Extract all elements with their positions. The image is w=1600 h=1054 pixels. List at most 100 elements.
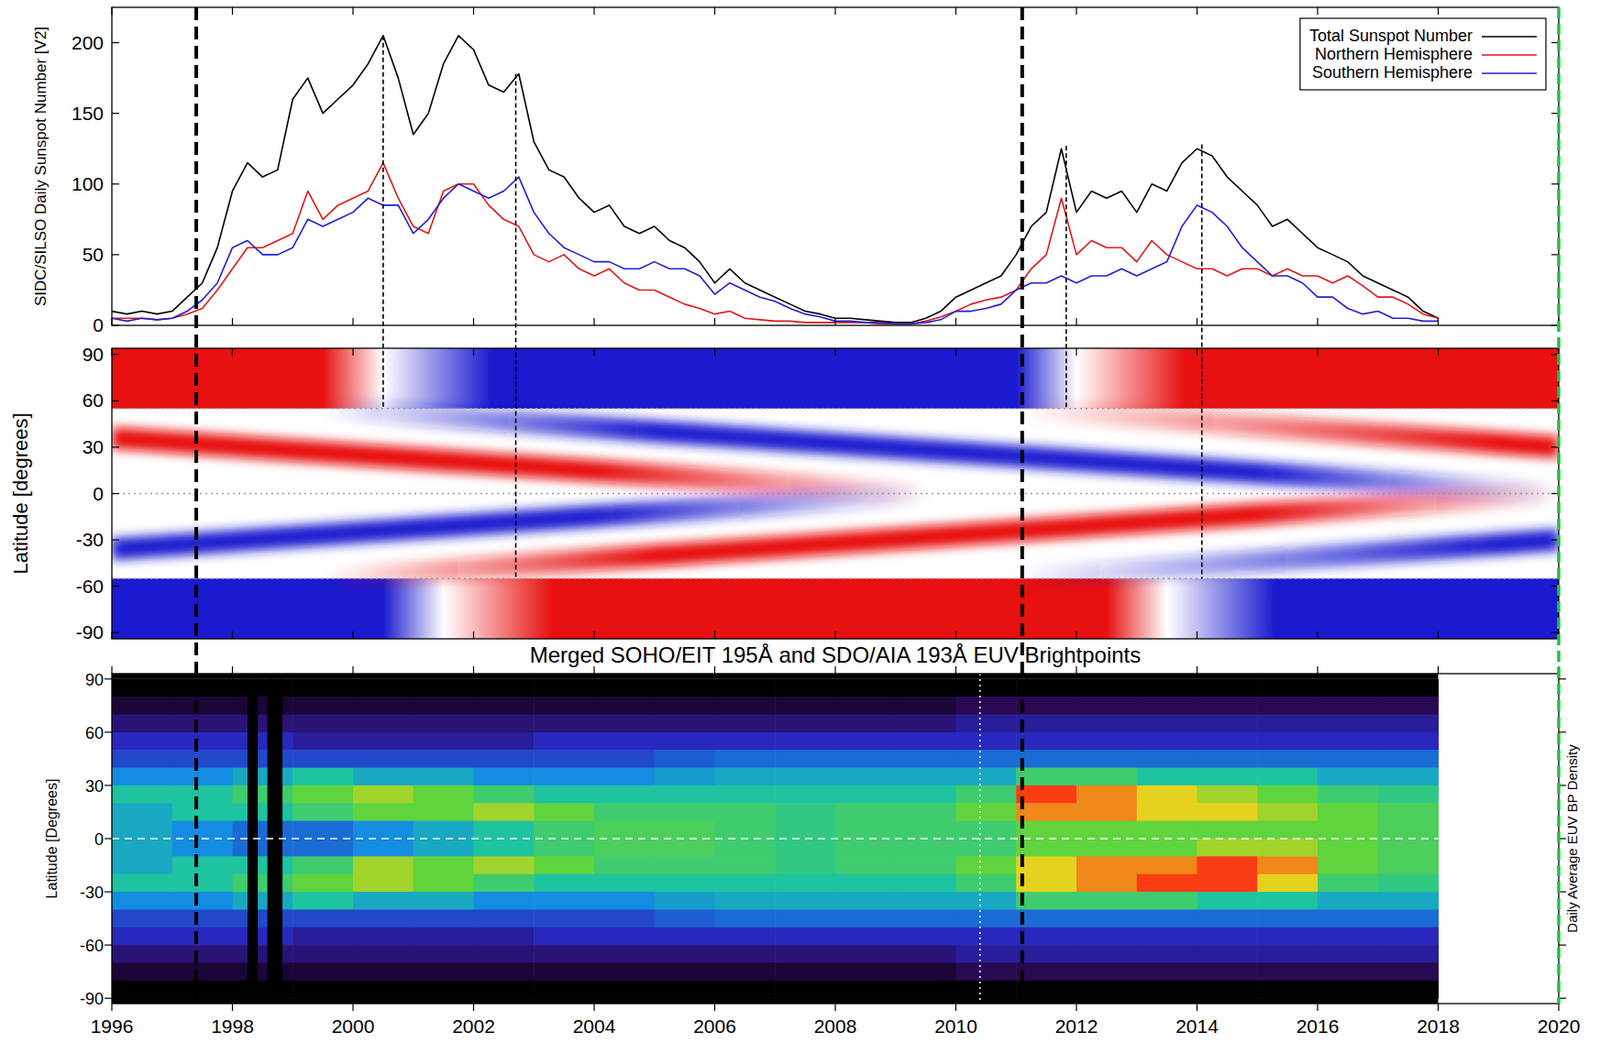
- heat-cell: [1015, 696, 1077, 716]
- x-tick: [1196, 666, 1198, 674]
- x-tick: [834, 631, 836, 640]
- end-line: [1556, 7, 1561, 1005]
- heat-cell: [474, 962, 535, 982]
- y-tick-label: 90: [85, 671, 104, 690]
- heat-cell: [232, 750, 294, 769]
- y-tick-label: 0: [94, 830, 104, 850]
- heat-cell: [715, 927, 776, 947]
- heat-cell: [1378, 856, 1439, 875]
- heat-cell: [956, 821, 1017, 840]
- heat-cell: [1076, 945, 1137, 964]
- heat-cell: [1197, 715, 1258, 734]
- y-tick-label: -90: [79, 990, 104, 1009]
- heat-cell: [1076, 927, 1137, 947]
- heat-cell: [533, 785, 595, 805]
- heat-cell: [1378, 768, 1439, 787]
- heat-cell: [774, 803, 836, 822]
- polar-field: [1167, 578, 1559, 640]
- heat-cell: [232, 856, 294, 875]
- heat-cell: [1378, 874, 1439, 894]
- heat-cell: [1317, 981, 1379, 1000]
- overlays: [196, 7, 1559, 1005]
- heat-cell: [956, 962, 1017, 982]
- heat-cell: [1015, 821, 1077, 840]
- heat-cell: [1076, 732, 1137, 751]
- heat-cell: [774, 892, 836, 911]
- heat-cell: [111, 874, 173, 894]
- frame: [111, 348, 1559, 640]
- heat-cell: [292, 981, 354, 1000]
- x-tick-label: 2000: [331, 1015, 376, 1038]
- heat-cell: [111, 768, 173, 787]
- heat-cell: [895, 945, 957, 964]
- heat-cell: [715, 715, 776, 734]
- heat-cell: [353, 838, 414, 858]
- polar-field: [383, 348, 1077, 409]
- heat-cell: [1015, 803, 1077, 822]
- heat-cell: [292, 732, 354, 751]
- x-tick: [1196, 348, 1198, 356]
- heat-cell: [715, 750, 776, 769]
- heat-cell: [1257, 927, 1318, 947]
- heat-cell: [956, 803, 1017, 822]
- heat-cell: [956, 874, 1017, 894]
- heat-cell: [1136, 803, 1198, 822]
- heat-cell: [474, 909, 535, 928]
- heat-cell: [956, 838, 1017, 858]
- heat-cell: [474, 821, 535, 840]
- heat-cell: [292, 696, 354, 716]
- heat-cell: [413, 874, 475, 894]
- heat-cell: [654, 821, 716, 840]
- y-tick-label: -60: [79, 937, 104, 956]
- series-line: [111, 176, 1439, 324]
- y-tick: [104, 998, 112, 1000]
- heat-cell: [1317, 750, 1379, 769]
- x-tick: [834, 318, 836, 326]
- axes: 1996199820002002200420062008201020122014…: [79, 666, 1580, 1038]
- heat-cell: [172, 962, 233, 982]
- y-tick: [111, 400, 120, 402]
- x-tick: [1196, 1004, 1198, 1012]
- heat-cell: [413, 838, 475, 858]
- heat-cell: [1378, 821, 1439, 840]
- heat-cell: [292, 927, 354, 947]
- band-diagram: [111, 348, 1559, 640]
- heat-cell: [956, 696, 1017, 716]
- heat-cell: [533, 750, 595, 769]
- heat-cell: [172, 856, 233, 875]
- heat-cell: [413, 803, 475, 822]
- x-tick: [714, 348, 716, 356]
- heat-cell: [111, 821, 173, 840]
- heat-cell: [835, 856, 896, 875]
- heat-cell: [413, 715, 475, 734]
- heat-cell: [413, 962, 475, 982]
- heat-cell: [715, 962, 776, 982]
- x-tick: [714, 666, 716, 674]
- x-tick-label: 2018: [1416, 1015, 1460, 1038]
- heat-cell: [1076, 962, 1137, 982]
- heat-cell: [835, 909, 896, 928]
- x-tick-label: 1998: [210, 1015, 254, 1038]
- heat-cell: [1076, 892, 1137, 911]
- heat-cell: [1378, 715, 1439, 734]
- heat-cell: [1257, 803, 1318, 822]
- series-line: [111, 35, 1439, 323]
- heat-cell: [533, 821, 595, 840]
- x-tick: [593, 318, 595, 326]
- heat-cell: [1015, 732, 1077, 751]
- heat-cell: [1378, 732, 1439, 751]
- heat-cell: [774, 785, 836, 805]
- heat-cell: [1197, 803, 1258, 822]
- heat-cell: [1015, 856, 1077, 875]
- y-tick: [111, 183, 120, 185]
- x-tick: [1316, 666, 1318, 674]
- cycle-line: [194, 7, 199, 1005]
- x-tick: [1316, 1004, 1318, 1012]
- bands: [111, 408, 1559, 579]
- heat-cell: [895, 962, 957, 982]
- heat-cell: [654, 874, 716, 894]
- heat-cell: [413, 856, 475, 875]
- legend: Total Sunspot NumberNorthern HemisphereS…: [1300, 18, 1546, 90]
- heat-cell: [1076, 715, 1137, 734]
- heat-cell: [533, 715, 595, 734]
